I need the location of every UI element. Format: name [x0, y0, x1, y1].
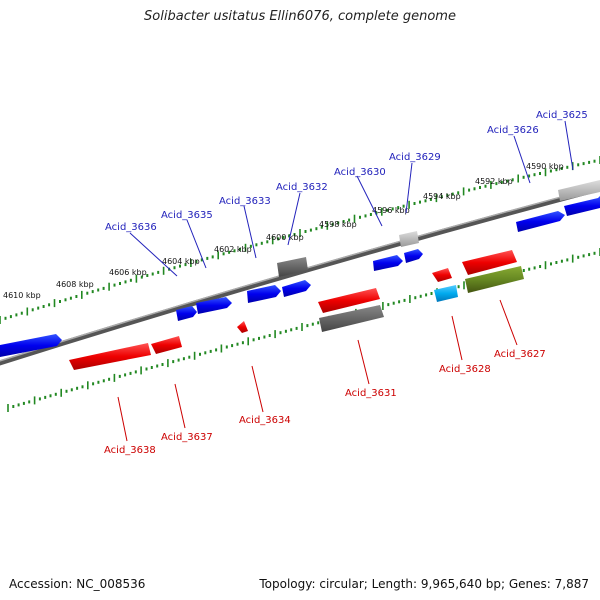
- kbp-label: 4598 kbp: [319, 220, 357, 229]
- gene-label-acid-3628[interactable]: Acid_3628: [439, 364, 491, 375]
- gene-label-acid-3626[interactable]: Acid_3626: [487, 125, 539, 136]
- genome-backbone: [0, 186, 600, 366]
- gene-arrow-acid-3635b[interactable]: [176, 306, 197, 321]
- reverse-callouts: [117, 299, 518, 442]
- gene-arrow-acid-3634[interactable]: [237, 321, 248, 333]
- map-title: Solibacter usitatus Ellin6076, complete …: [144, 9, 456, 24]
- kbp-label: 4600 kbp: [266, 233, 304, 242]
- gene-arrow-acid-3627b[interactable]: [465, 266, 524, 293]
- gene-label-acid-3627[interactable]: Acid_3627: [494, 349, 546, 360]
- gene-label-acid-3634[interactable]: Acid_3634: [239, 415, 291, 426]
- kbp-label: 4608 kbp: [56, 280, 94, 289]
- gene-label-acid-3631[interactable]: Acid_3631: [345, 388, 397, 399]
- gene-arrow-acid-3625[interactable]: [558, 180, 600, 201]
- kbp-label: 4602 kbp: [214, 245, 252, 254]
- gene-label-acid-3637[interactable]: Acid_3637: [161, 432, 213, 443]
- gene-label-acid-3625[interactable]: Acid_3625: [536, 110, 588, 121]
- gene-label-acid-3636[interactable]: Acid_3636: [105, 222, 157, 233]
- kbp-label: 4594 kbp: [423, 192, 461, 201]
- kbp-label: 4606 kbp: [109, 268, 147, 277]
- gene-arrow-acid-3637[interactable]: [151, 336, 182, 354]
- gene-label-acid-3635[interactable]: Acid_3635: [161, 210, 213, 221]
- kbp-labels: 4590 kbp 4592 kbp 4594 kbp 4596 kbp 4598…: [3, 162, 564, 300]
- gene-arrow-acid-3631a[interactable]: [318, 288, 380, 313]
- forward-callouts: [129, 120, 574, 277]
- gene-arrow-acid-3628a[interactable]: [432, 268, 452, 282]
- kbp-label: 4592 kbp: [475, 177, 513, 186]
- gene-label-acid-3629[interactable]: Acid_3629: [389, 152, 441, 163]
- gene-label-acid-3632[interactable]: Acid_3632: [276, 182, 328, 193]
- forward-gene-labels: Acid_3625 Acid_3626 Acid_3629 Acid_3630 …: [105, 110, 588, 233]
- kbp-label: 4590 kbp: [526, 162, 564, 171]
- gene-label-acid-3638[interactable]: Acid_3638: [104, 445, 156, 456]
- gene-arrow-acid-3633[interactable]: [247, 285, 281, 303]
- kbp-label: 4604 kbp: [162, 257, 200, 266]
- gene-arrow-acid-3636[interactable]: [0, 334, 62, 357]
- forward-genes: [0, 180, 600, 357]
- gene-block-grey-3632[interactable]: [277, 257, 308, 277]
- gene-label-acid-3633[interactable]: Acid_3633: [219, 196, 271, 207]
- gene-arrow-acid-3629[interactable]: [404, 249, 423, 263]
- topology-label: Topology: circular; Length: 9,965,640 bp…: [259, 577, 589, 591]
- gene-arrow-acid-3631b[interactable]: [319, 305, 384, 332]
- gene-arrow-acid-3638[interactable]: [69, 343, 151, 370]
- gene-arrow-acid-3635a[interactable]: [196, 297, 232, 314]
- accession-label: Accession: NC_008536: [9, 577, 146, 591]
- gene-arrow-acid-3627a[interactable]: [462, 250, 517, 275]
- kbp-label: 4596 kbp: [372, 206, 410, 215]
- gene-label-acid-3630[interactable]: Acid_3630: [334, 167, 386, 178]
- gene-arrow-acid-3632[interactable]: [282, 280, 311, 297]
- reverse-gene-labels: Acid_3627 Acid_3628 Acid_3631 Acid_3634 …: [104, 349, 546, 456]
- gene-arrow-acid-3628b[interactable]: [434, 285, 458, 302]
- gene-arrow-acid-3626[interactable]: [516, 211, 565, 232]
- upper-tick-rail: [0, 156, 600, 324]
- reverse-genes: [69, 250, 524, 370]
- gene-arrow-acid-3624[interactable]: [564, 196, 600, 216]
- gene-block-lightgrey-3629[interactable]: [399, 231, 419, 247]
- gene-arrow-acid-3630[interactable]: [373, 255, 403, 271]
- kbp-label: 4610 kbp: [3, 291, 41, 300]
